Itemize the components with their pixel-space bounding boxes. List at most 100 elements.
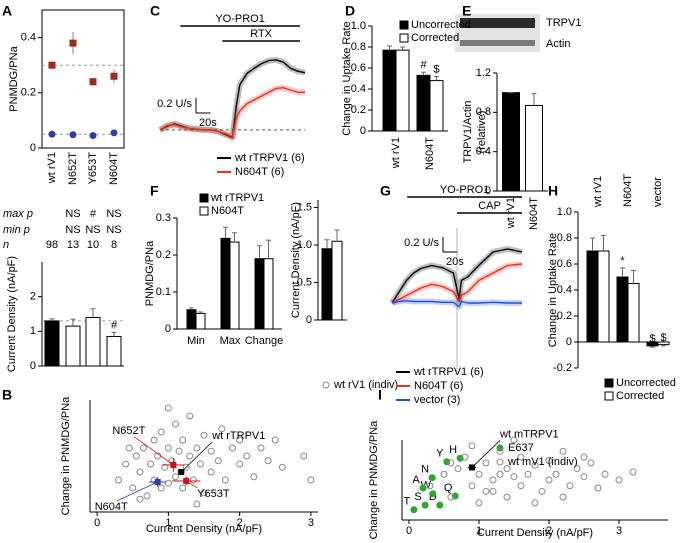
annotation: $ — [660, 332, 666, 344]
x-tick-label: 1 — [476, 525, 482, 537]
y-tick-label: -0.2 — [553, 362, 572, 374]
point — [447, 493, 455, 501]
point — [264, 457, 272, 465]
legend-label: wt mV1 (indiv) — [507, 456, 578, 468]
bar — [597, 250, 610, 343]
x-tick-label: 3 — [308, 517, 314, 529]
legend-label: Corrected — [616, 390, 664, 402]
point — [587, 459, 595, 467]
point — [482, 487, 490, 495]
point — [419, 484, 427, 492]
mean-label: N604T — [95, 501, 128, 513]
table-cell: 10 — [87, 239, 99, 251]
point — [615, 476, 623, 484]
point — [629, 468, 637, 476]
scale-bar-label: 0.2 U/s — [404, 237, 439, 249]
point — [179, 436, 187, 444]
point — [552, 470, 560, 478]
marker — [69, 39, 77, 47]
bar — [220, 237, 231, 330]
panel-letter: I — [378, 387, 382, 403]
point — [143, 492, 151, 500]
bar — [321, 248, 333, 321]
point-label: Y — [436, 448, 444, 460]
y-tick-label: 0.4 — [21, 32, 36, 44]
trace — [391, 300, 522, 308]
annotation: $ — [649, 333, 655, 345]
leader-line — [185, 480, 198, 489]
leader-line — [116, 481, 158, 502]
point — [115, 476, 122, 484]
y-tick-label: 0.3 — [156, 212, 171, 224]
point — [189, 476, 197, 484]
marker — [89, 78, 97, 86]
y-tick-label: 0.8 — [351, 41, 366, 53]
y-tick-label: 0 — [306, 314, 312, 326]
mean-label: wt rTRPV1 — [211, 430, 265, 442]
legend-label: Uncorrected — [411, 19, 471, 31]
table-cell: # — [90, 208, 97, 220]
point — [517, 453, 525, 461]
y-tick-label: 0.2 — [21, 87, 36, 99]
bar — [44, 320, 60, 367]
x-tick-label: N604T — [622, 174, 634, 207]
bar — [85, 316, 101, 367]
point — [573, 465, 581, 473]
point — [218, 425, 226, 433]
blot-band — [460, 18, 535, 28]
legend-swatch — [199, 206, 209, 216]
legend-swatch — [604, 378, 614, 388]
y-tick-label: 1.0 — [557, 206, 572, 218]
row-label: n — [3, 239, 9, 251]
point — [454, 465, 462, 473]
point — [150, 436, 158, 444]
leader-line — [180, 441, 213, 473]
table-cell: NS — [65, 224, 80, 236]
blot-label: Actin — [546, 38, 570, 50]
x-tick-label: 0 — [94, 517, 100, 529]
point-label: Q — [444, 482, 453, 494]
y-axis-label: Change in Uptake Rate — [341, 21, 353, 135]
point — [125, 444, 133, 452]
point — [468, 442, 476, 450]
point — [496, 447, 504, 455]
marker — [89, 132, 97, 140]
point — [440, 470, 448, 478]
point — [147, 460, 155, 468]
marker — [69, 131, 77, 139]
bar — [627, 283, 640, 343]
legend-label: wt rTRPV1 (6) — [234, 152, 305, 164]
point — [132, 452, 140, 460]
point — [186, 412, 194, 420]
panel-letter: A — [2, 3, 12, 19]
y-tick-label: 0.8 — [557, 232, 572, 244]
point-label: A — [412, 474, 420, 486]
point — [157, 484, 165, 492]
y-tick-label: 0 — [30, 142, 36, 154]
bar — [429, 80, 444, 132]
panel-letter: F — [150, 183, 159, 199]
scale-bar-label: 20s — [199, 117, 217, 129]
y-tick-label: 0.4 — [351, 83, 366, 95]
x-tick-label: 2 — [237, 517, 243, 529]
point — [207, 447, 215, 455]
bar — [331, 240, 343, 321]
row-label: max p — [3, 208, 33, 220]
point-label: N — [421, 464, 429, 476]
legend-label: E637 — [508, 442, 534, 454]
y-axis-label: (relative) — [476, 111, 488, 154]
annotation: $ — [433, 63, 439, 75]
x-tick-label: N604T — [528, 197, 540, 230]
y-tick-label: 0.6 — [557, 258, 572, 270]
table-cell: NS — [85, 224, 100, 236]
point — [461, 453, 469, 461]
annotation: # — [111, 319, 118, 331]
point — [164, 444, 172, 452]
bar — [254, 258, 265, 330]
point — [496, 470, 504, 478]
point-label: W — [421, 480, 432, 492]
bar — [195, 312, 206, 330]
y-tick-label: 0.2 — [557, 310, 572, 322]
point — [531, 461, 539, 469]
point — [559, 447, 567, 455]
